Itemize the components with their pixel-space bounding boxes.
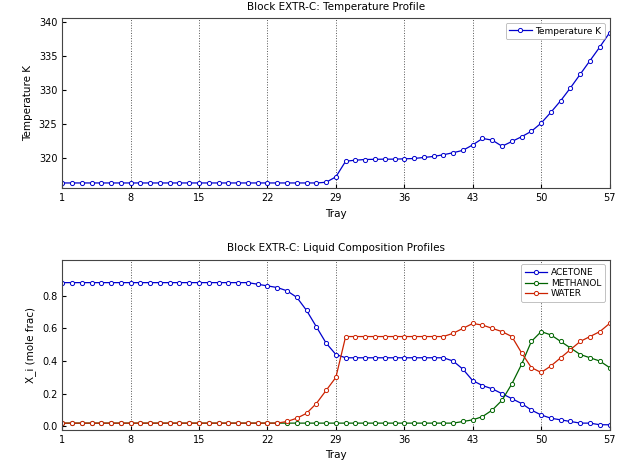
WATER xyxy=(205,420,213,426)
Temperature K xyxy=(78,180,85,186)
Temperature K xyxy=(293,180,300,186)
METHANOL xyxy=(293,420,300,426)
WATER xyxy=(440,334,447,339)
WATER xyxy=(430,334,437,339)
Line: Temperature K: Temperature K xyxy=(60,30,611,185)
METHANOL xyxy=(537,329,545,334)
Temperature K xyxy=(58,180,66,186)
Line: METHANOL: METHANOL xyxy=(60,329,611,425)
ACETONE xyxy=(440,355,447,360)
X-axis label: Tray: Tray xyxy=(325,450,346,460)
Title: Block EXTR-C: Liquid Composition Profiles: Block EXTR-C: Liquid Composition Profile… xyxy=(227,243,445,254)
WATER xyxy=(606,321,613,326)
Legend: Temperature K: Temperature K xyxy=(506,23,605,39)
WATER xyxy=(78,420,85,426)
WATER xyxy=(469,321,476,326)
ACETONE xyxy=(78,280,85,286)
Temperature K xyxy=(440,152,447,158)
METHANOL xyxy=(606,365,613,371)
X-axis label: Tray: Tray xyxy=(325,209,346,219)
Temperature K xyxy=(205,180,213,186)
METHANOL xyxy=(58,420,66,426)
Y-axis label: X_i (mole frac): X_i (mole frac) xyxy=(26,307,37,383)
WATER xyxy=(88,420,95,426)
Legend: ACETONE, METHANOL, WATER: ACETONE, METHANOL, WATER xyxy=(521,264,605,302)
ACETONE xyxy=(430,355,437,360)
ACETONE xyxy=(58,280,66,286)
Y-axis label: Temperature K: Temperature K xyxy=(23,66,33,141)
METHANOL xyxy=(440,420,447,426)
ACETONE xyxy=(606,422,613,427)
METHANOL xyxy=(88,420,95,426)
WATER xyxy=(293,415,300,421)
Temperature K xyxy=(606,30,613,36)
METHANOL xyxy=(430,420,437,426)
ACETONE xyxy=(205,280,213,286)
Temperature K xyxy=(430,154,437,159)
Line: WATER: WATER xyxy=(60,322,611,425)
ACETONE xyxy=(88,280,95,286)
METHANOL xyxy=(205,420,213,426)
ACETONE xyxy=(293,295,300,300)
Title: Block EXTR-C: Temperature Profile: Block EXTR-C: Temperature Profile xyxy=(247,2,425,12)
Line: ACETONE: ACETONE xyxy=(60,280,611,427)
ACETONE xyxy=(596,422,603,427)
Temperature K xyxy=(88,180,95,186)
METHANOL xyxy=(78,420,85,426)
WATER xyxy=(58,420,66,426)
